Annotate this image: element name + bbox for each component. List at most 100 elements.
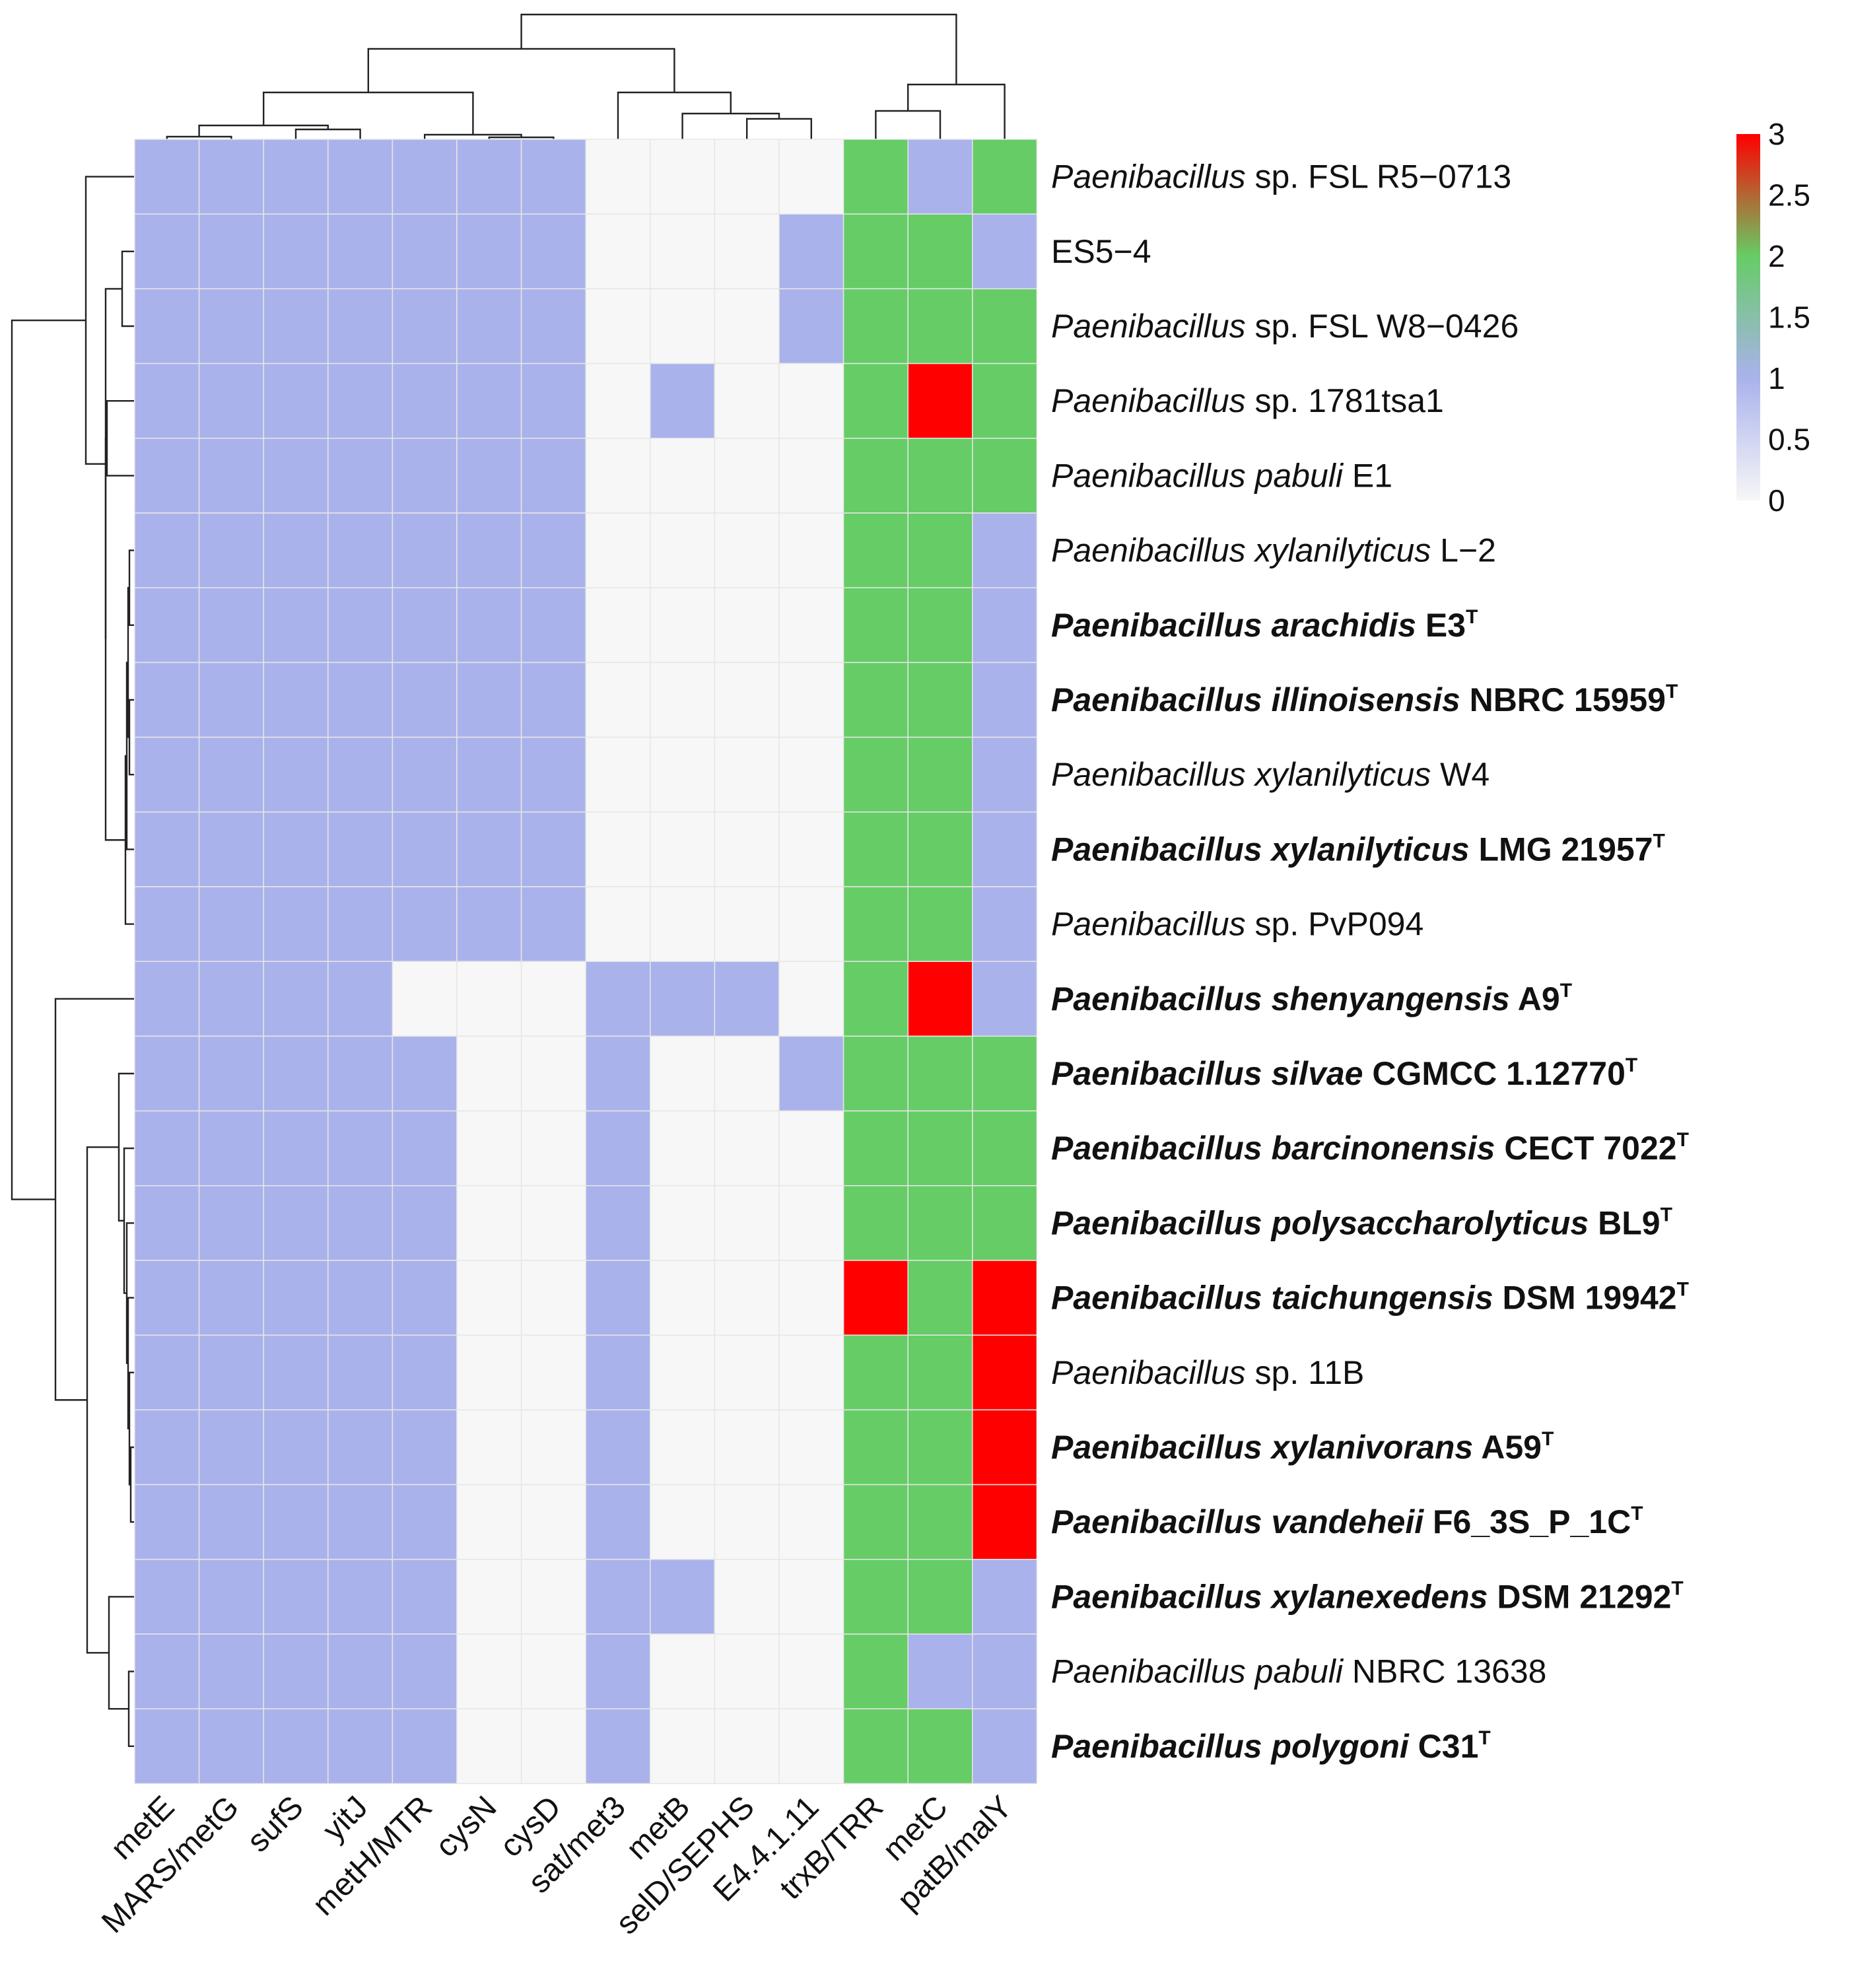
heatmap-cell bbox=[842, 1185, 908, 1261]
heatmap-cell bbox=[456, 587, 522, 664]
row-label: Paenibacillus xylanivorans A59T bbox=[1051, 1428, 1554, 1466]
heatmap-cell bbox=[714, 587, 780, 664]
heatmap-cell bbox=[650, 1409, 716, 1486]
heatmap-cell bbox=[327, 1409, 394, 1486]
heatmap-cell bbox=[714, 1633, 780, 1709]
heatmap-cell bbox=[778, 1334, 844, 1411]
heatmap-cell bbox=[327, 736, 394, 813]
heatmap-cell bbox=[198, 961, 264, 1037]
heatmap-cell bbox=[392, 1334, 458, 1411]
heatmap-cell bbox=[907, 1484, 973, 1560]
heatmap-cell bbox=[714, 886, 780, 962]
dendrogram-branch bbox=[106, 400, 134, 477]
heatmap-cell bbox=[842, 1334, 908, 1411]
heatmap-cell bbox=[714, 139, 780, 215]
heatmap-cell bbox=[198, 362, 264, 439]
dendrogram-branch bbox=[118, 1072, 134, 1222]
heatmap-cell bbox=[456, 886, 522, 962]
heatmap-cell bbox=[585, 736, 651, 813]
heatmap-cell bbox=[520, 1334, 586, 1411]
heatmap-cell bbox=[198, 1334, 264, 1411]
heatmap-cell bbox=[585, 1409, 651, 1486]
heatmap-cell bbox=[650, 1110, 716, 1186]
type-strain-marker: T bbox=[1631, 1503, 1643, 1525]
row-label: Paenibacillus sp. 11B bbox=[1051, 1354, 1364, 1391]
heatmap-cell bbox=[714, 736, 780, 813]
heatmap-cell bbox=[327, 362, 394, 439]
heatmap-cell bbox=[650, 1559, 716, 1635]
heatmap-cell bbox=[198, 1633, 264, 1709]
dendrogram-branch bbox=[85, 176, 134, 465]
heatmap-cell bbox=[520, 736, 586, 813]
heatmap-cell bbox=[842, 662, 908, 738]
heatmap-cell bbox=[972, 1185, 1038, 1261]
legend-tick-label: 0.5 bbox=[1768, 423, 1810, 457]
heatmap-cell bbox=[907, 961, 973, 1037]
row-label: Paenibacillus arachidis E3T bbox=[1051, 606, 1478, 644]
heatmap-cell bbox=[327, 213, 394, 290]
heatmap-cell bbox=[327, 288, 394, 364]
heatmap-cell bbox=[585, 1484, 651, 1560]
heatmap-cell bbox=[392, 1185, 458, 1261]
heatmap-cell bbox=[134, 1409, 200, 1486]
heatmap-cell bbox=[520, 362, 586, 439]
heatmap-cell bbox=[456, 213, 522, 290]
heatmap-cell bbox=[198, 1110, 264, 1186]
dendrogram-branch bbox=[123, 1148, 134, 1294]
heatmap-cell bbox=[972, 512, 1038, 588]
heatmap-cell bbox=[327, 1559, 394, 1635]
row-label: Paenibacillus sp. PvP094 bbox=[1051, 906, 1423, 943]
heatmap-cell bbox=[714, 961, 780, 1037]
heatmap-cell bbox=[456, 1559, 522, 1635]
heatmap-cell bbox=[327, 1334, 394, 1411]
heatmap-cell bbox=[263, 213, 329, 290]
heatmap-cell bbox=[327, 1185, 394, 1261]
heatmap-cell bbox=[198, 438, 264, 514]
heatmap-cell bbox=[134, 288, 200, 364]
heatmap-cell bbox=[972, 288, 1038, 364]
heatmap-cell bbox=[585, 1559, 651, 1635]
heatmap-cell bbox=[456, 1110, 522, 1186]
heatmap-cell bbox=[392, 1110, 458, 1186]
heatmap-cell bbox=[327, 1484, 394, 1560]
heatmap-cell bbox=[198, 1185, 264, 1261]
heatmap-cell bbox=[842, 886, 908, 962]
heatmap-cell bbox=[520, 886, 586, 962]
heatmap-cell bbox=[134, 1185, 200, 1261]
row-label: Paenibacillus vandeheii F6_3S_P_1CT bbox=[1051, 1503, 1643, 1540]
dendrogram-branch bbox=[128, 699, 134, 776]
legend-tick-label: 2.5 bbox=[1768, 178, 1810, 213]
heatmap-cell bbox=[327, 811, 394, 887]
heatmap-cell bbox=[778, 1633, 844, 1709]
heatmap-cell bbox=[134, 362, 200, 439]
row-label: Paenibacillus xylanilyticus L−2 bbox=[1051, 532, 1496, 569]
heatmap-cell bbox=[650, 512, 716, 588]
heatmap-cell bbox=[134, 438, 200, 514]
heatmap-cell bbox=[714, 1559, 780, 1635]
heatmap-cell bbox=[972, 961, 1038, 1037]
heatmap-cell bbox=[714, 1035, 780, 1112]
heatmap-cell bbox=[263, 139, 329, 215]
heatmap-cell bbox=[520, 961, 586, 1037]
heatmap-cell bbox=[585, 1260, 651, 1336]
heatmap-cell bbox=[198, 662, 264, 738]
heatmap-cell bbox=[263, 512, 329, 588]
row-label: Paenibacillus pabuli E1 bbox=[1051, 457, 1392, 494]
heatmap-cell bbox=[585, 288, 651, 364]
row-label: Paenibacillus xylanilyticus W4 bbox=[1051, 756, 1490, 793]
heatmap-cell bbox=[842, 1260, 908, 1336]
heatmap-cell bbox=[907, 1559, 973, 1635]
heatmap-cell bbox=[972, 1110, 1038, 1186]
heatmap-cell bbox=[907, 1035, 973, 1112]
dendrogram-branch bbox=[11, 319, 86, 1200]
row-label: Paenibacillus shenyangensis A9T bbox=[1051, 980, 1572, 1017]
heatmap-cell bbox=[456, 662, 522, 738]
heatmap-cell bbox=[778, 1409, 844, 1486]
heatmap-cell bbox=[650, 811, 716, 887]
heatmap-cell bbox=[327, 961, 394, 1037]
heatmap-cell bbox=[520, 1035, 586, 1112]
heatmap-cell bbox=[714, 662, 780, 738]
column-label-sufs: sufS bbox=[240, 1789, 310, 1859]
